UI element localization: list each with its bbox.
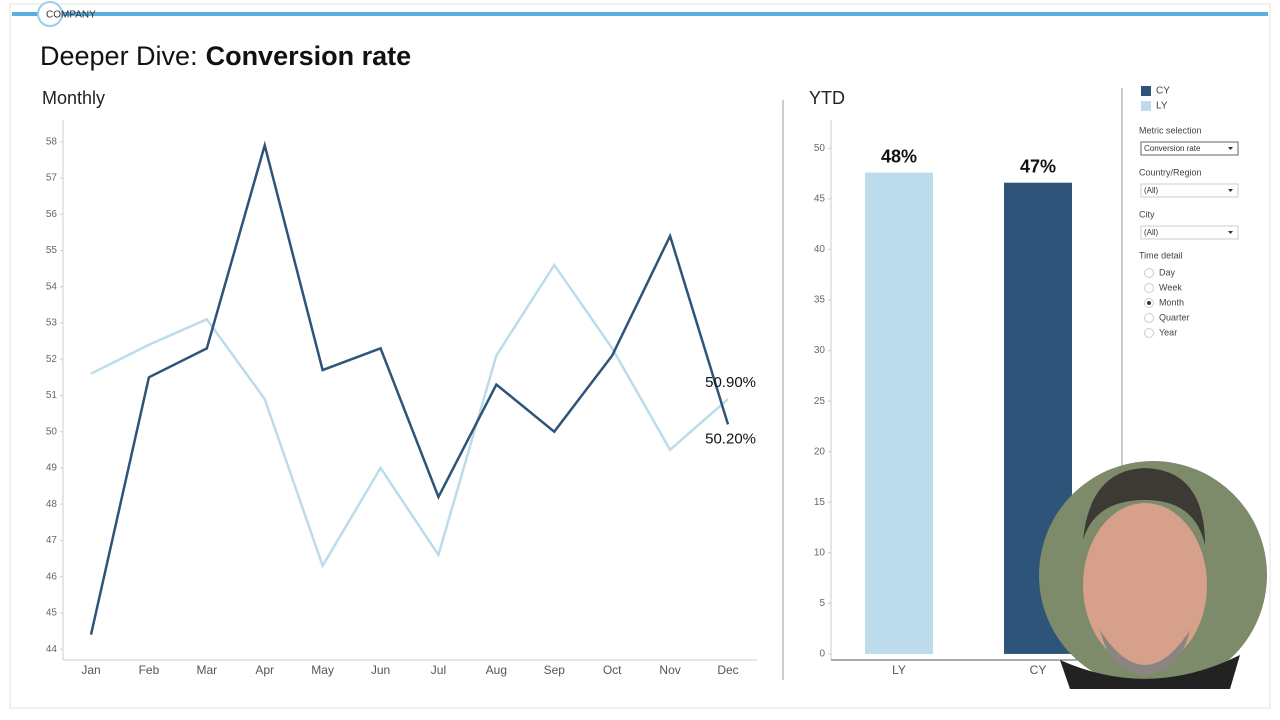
filter-label: City <box>1139 209 1155 219</box>
radio[interactable] <box>1144 283 1154 293</box>
y-tick-label: 50 <box>46 426 58 437</box>
dropdown-arrow[interactable] <box>1228 189 1233 192</box>
webcam <box>1039 461 1267 689</box>
dropdown-arrow[interactable] <box>1228 147 1233 150</box>
radio-label[interactable]: Month <box>1159 297 1184 307</box>
value-label: 47% <box>1020 156 1056 176</box>
x-tick-label: Oct <box>603 663 622 677</box>
y-tick-label: 10 <box>814 547 826 558</box>
y-tick-label: 48 <box>46 499 58 510</box>
legend-label: LY <box>1156 101 1168 112</box>
y-tick-label: 30 <box>814 345 826 356</box>
shirt <box>1060 655 1240 689</box>
y-tick-label: 52 <box>46 354 58 365</box>
x-tick-label: Nov <box>659 663 680 677</box>
title-prefix: Deeper Dive: <box>40 41 198 71</box>
x-tick-label: Dec <box>717 663 738 677</box>
y-tick-label: 55 <box>46 245 58 256</box>
frame <box>9 3 1271 709</box>
y-tick-label: 45 <box>46 608 58 619</box>
y-tick-label: 44 <box>46 644 58 655</box>
time-detail-label: Time detail <box>1139 250 1183 260</box>
y-tick-label: 45 <box>814 194 826 205</box>
radio-label[interactable]: Day <box>1159 267 1176 277</box>
dropdown[interactable] <box>1140 183 1239 198</box>
x-tick-label: May <box>311 663 334 677</box>
y-tick-label: 46 <box>46 571 58 582</box>
filter-label: Metric selection <box>1139 125 1202 135</box>
dropdown-value[interactable]: (All) <box>1144 186 1159 195</box>
dropdown[interactable] <box>1140 141 1239 156</box>
radio-label[interactable]: Week <box>1159 282 1182 292</box>
line-series <box>90 262 729 569</box>
radio-label[interactable]: Quarter <box>1159 312 1190 322</box>
bar <box>865 172 933 654</box>
face <box>1083 503 1207 667</box>
x-tick-label: Jun <box>371 663 390 677</box>
y-tick-label: 58 <box>46 136 58 147</box>
legend-label: CY <box>1156 86 1170 97</box>
beard <box>1100 630 1190 675</box>
y-tick-label: 54 <box>46 281 58 292</box>
radio[interactable] <box>1144 313 1154 323</box>
chart-title: YTD <box>809 88 845 108</box>
y-tick-label: 50 <box>814 143 826 154</box>
dropdown-arrow[interactable] <box>1228 231 1233 234</box>
y-tick-label: 47 <box>46 535 58 546</box>
dropdown[interactable] <box>1140 225 1239 240</box>
y-tick-label: 20 <box>814 446 826 457</box>
logo-mark <box>37 1 63 27</box>
x-tick-label: LY <box>892 663 906 677</box>
title-bold: Conversion rate <box>206 41 412 71</box>
y-tick-label: 57 <box>46 173 58 184</box>
y-tick-label: 35 <box>814 295 826 306</box>
y-tick-label: 40 <box>814 244 826 255</box>
value-label: 50.90% <box>705 374 756 391</box>
logo: COMPANY <box>46 10 96 21</box>
y-tick-label: 51 <box>46 390 58 401</box>
y-tick-label: 56 <box>46 209 58 220</box>
dropdown-value[interactable]: (All) <box>1144 228 1159 237</box>
chart-title: Monthly <box>42 88 105 108</box>
y-tick-label: 0 <box>819 649 825 660</box>
x-tick-label: Jan <box>81 663 100 677</box>
legend-swatch <box>1141 86 1151 96</box>
legend-swatch <box>1141 101 1151 111</box>
x-tick-label: Mar <box>196 663 217 677</box>
y-tick-label: 5 <box>819 598 825 609</box>
radio-dot[interactable] <box>1147 301 1151 305</box>
value-label: 50.20% <box>705 430 756 447</box>
radio-label[interactable]: Year <box>1159 327 1177 337</box>
y-tick-label: 25 <box>814 396 826 407</box>
radio[interactable] <box>1144 268 1154 278</box>
x-tick-label: Sep <box>544 663 566 677</box>
x-tick-label: Feb <box>139 663 160 677</box>
y-tick-label: 53 <box>46 318 58 329</box>
y-tick-label: 49 <box>46 463 58 474</box>
x-tick-label: CY <box>1030 663 1047 677</box>
hair <box>1083 468 1205 545</box>
x-tick-label: Apr <box>255 663 274 677</box>
radio[interactable] <box>1144 328 1154 338</box>
x-tick-label: Jul <box>431 663 446 677</box>
x-tick-label: Aug <box>486 663 507 677</box>
line-series <box>89 140 730 635</box>
top-bar <box>12 12 1268 16</box>
dropdown-value[interactable]: Conversion rate <box>1144 144 1201 153</box>
filter-label: Country/Region <box>1139 167 1202 177</box>
page-title: Deeper Dive: Conversion rate <box>40 41 411 71</box>
y-tick-label: 15 <box>814 497 826 508</box>
value-label: 48% <box>881 146 917 166</box>
